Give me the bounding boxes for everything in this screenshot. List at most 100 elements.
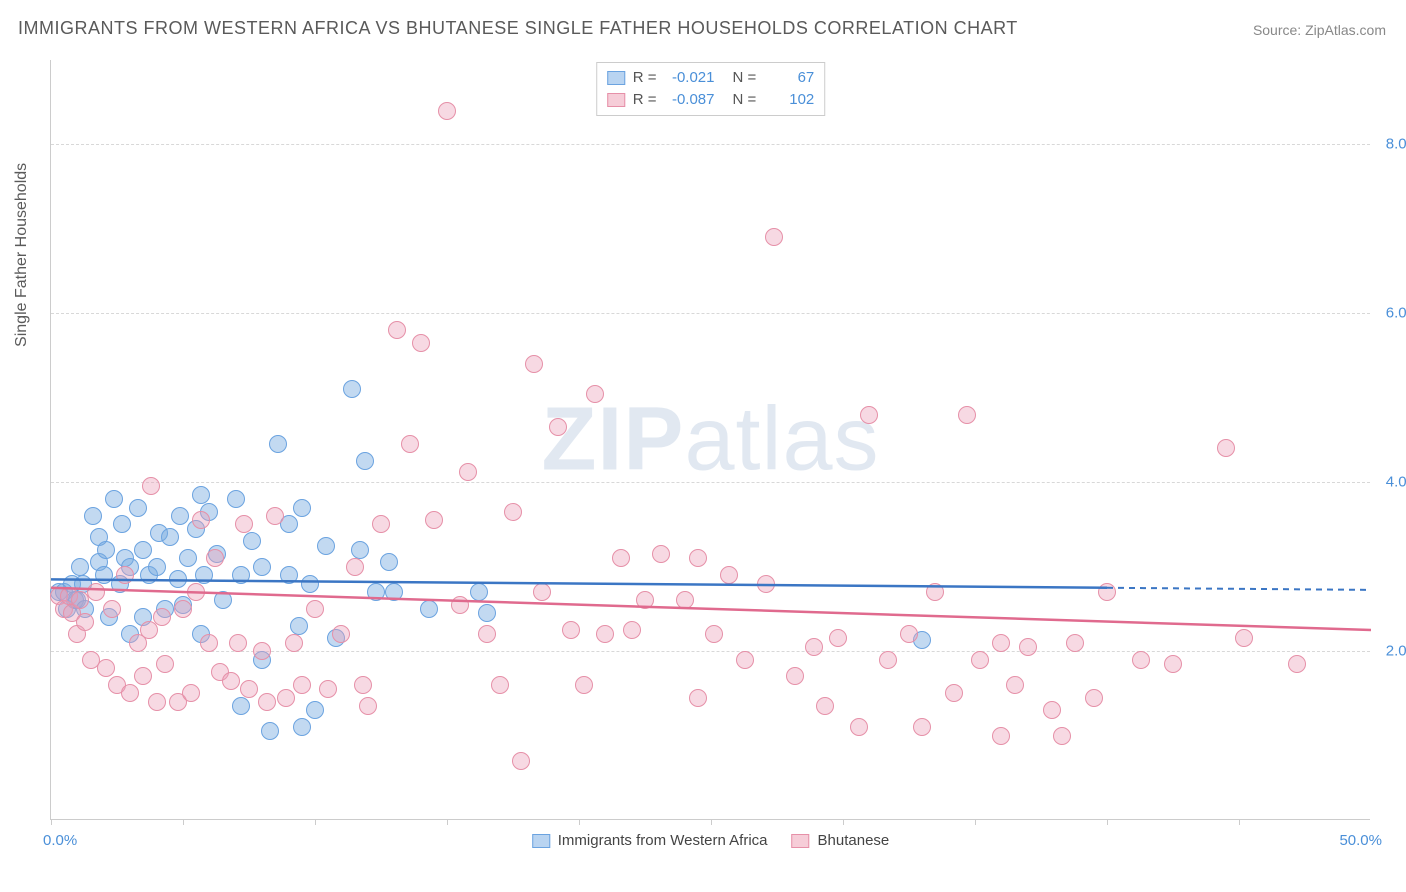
scatter-point bbox=[491, 676, 509, 694]
scatter-point bbox=[879, 651, 897, 669]
scatter-point bbox=[174, 600, 192, 618]
scatter-point bbox=[71, 558, 89, 576]
scatter-point bbox=[179, 549, 197, 567]
scatter-point bbox=[290, 617, 308, 635]
scatter-point bbox=[317, 537, 335, 555]
scatter-point bbox=[596, 625, 614, 643]
scatter-point bbox=[512, 752, 530, 770]
x-axis-max-label: 50.0% bbox=[1339, 832, 1382, 849]
watermark-light: atlas bbox=[684, 389, 879, 489]
r-value: -0.087 bbox=[665, 89, 715, 111]
legend-series-label: Bhutanese bbox=[818, 832, 890, 849]
scatter-point bbox=[76, 613, 94, 631]
r-label: R = bbox=[633, 67, 657, 89]
scatter-point bbox=[786, 667, 804, 685]
scatter-point bbox=[113, 515, 131, 533]
scatter-point bbox=[1006, 676, 1024, 694]
scatter-point bbox=[816, 697, 834, 715]
scatter-point bbox=[860, 406, 878, 424]
legend-stats-row: R =-0.021N =67 bbox=[607, 67, 815, 89]
scatter-point bbox=[478, 625, 496, 643]
n-value: 67 bbox=[764, 67, 814, 89]
scatter-point bbox=[293, 676, 311, 694]
scatter-point bbox=[1235, 629, 1253, 647]
scatter-point bbox=[351, 541, 369, 559]
scatter-point bbox=[420, 600, 438, 618]
scatter-point bbox=[87, 583, 105, 601]
scatter-point bbox=[200, 634, 218, 652]
scatter-point bbox=[623, 621, 641, 639]
scatter-point bbox=[425, 511, 443, 529]
scatter-point bbox=[129, 499, 147, 517]
x-tick bbox=[579, 819, 580, 825]
scatter-point bbox=[478, 604, 496, 622]
gridline bbox=[51, 482, 1370, 483]
scatter-point bbox=[992, 634, 1010, 652]
y-tick-label: 8.0% bbox=[1386, 136, 1406, 153]
legend-swatch bbox=[607, 93, 625, 107]
scatter-point bbox=[705, 625, 723, 643]
gridline bbox=[51, 313, 1370, 314]
scatter-point bbox=[829, 629, 847, 647]
scatter-point bbox=[451, 596, 469, 614]
scatter-point bbox=[227, 490, 245, 508]
trend-line-dashed bbox=[1107, 588, 1371, 590]
scatter-point bbox=[533, 583, 551, 601]
x-tick bbox=[183, 819, 184, 825]
scatter-point bbox=[367, 583, 385, 601]
scatter-point bbox=[156, 655, 174, 673]
scatter-point bbox=[1164, 655, 1182, 673]
r-label: R = bbox=[633, 89, 657, 111]
scatter-point bbox=[926, 583, 944, 601]
n-label: N = bbox=[733, 67, 757, 89]
scatter-point bbox=[306, 600, 324, 618]
legend-swatch bbox=[792, 834, 810, 848]
scatter-point bbox=[958, 406, 976, 424]
scatter-point bbox=[332, 625, 350, 643]
scatter-point bbox=[192, 486, 210, 504]
n-value: 102 bbox=[764, 89, 814, 111]
x-tick bbox=[711, 819, 712, 825]
scatter-point bbox=[134, 667, 152, 685]
scatter-point bbox=[1098, 583, 1116, 601]
scatter-point bbox=[97, 541, 115, 559]
scatter-point bbox=[1132, 651, 1150, 669]
watermark: ZIPatlas bbox=[541, 388, 879, 491]
scatter-point bbox=[235, 515, 253, 533]
source-label: Source: bbox=[1253, 22, 1301, 38]
scatter-point bbox=[380, 553, 398, 571]
scatter-point bbox=[945, 684, 963, 702]
scatter-point bbox=[549, 418, 567, 436]
legend-stats-row: R =-0.087N =102 bbox=[607, 89, 815, 111]
scatter-point bbox=[258, 693, 276, 711]
scatter-point bbox=[401, 435, 419, 453]
scatter-point bbox=[195, 566, 213, 584]
scatter-point bbox=[720, 566, 738, 584]
scatter-point bbox=[148, 693, 166, 711]
scatter-point bbox=[1053, 727, 1071, 745]
y-tick-label: 6.0% bbox=[1386, 305, 1406, 322]
chart-source: Source: ZipAtlas.com bbox=[1253, 22, 1386, 38]
scatter-point bbox=[354, 676, 372, 694]
scatter-point bbox=[261, 722, 279, 740]
scatter-point bbox=[689, 549, 707, 567]
scatter-point bbox=[243, 532, 261, 550]
x-tick bbox=[1107, 819, 1108, 825]
scatter-point bbox=[459, 463, 477, 481]
legend-series-label: Immigrants from Western Africa bbox=[558, 832, 768, 849]
x-axis-min-label: 0.0% bbox=[43, 832, 77, 849]
legend-swatch bbox=[607, 71, 625, 85]
scatter-point bbox=[612, 549, 630, 567]
scatter-point bbox=[187, 583, 205, 601]
scatter-point bbox=[192, 511, 210, 529]
scatter-point bbox=[676, 591, 694, 609]
gridline bbox=[51, 144, 1370, 145]
scatter-point bbox=[222, 672, 240, 690]
scatter-point bbox=[385, 583, 403, 601]
scatter-point bbox=[269, 435, 287, 453]
chart-title: IMMIGRANTS FROM WESTERN AFRICA VS BHUTAN… bbox=[18, 18, 1018, 39]
legend-series-item: Immigrants from Western Africa bbox=[532, 832, 768, 849]
legend-swatch bbox=[532, 834, 550, 848]
chart-plot-area: ZIPatlas R =-0.021N =67R =-0.087N =102 I… bbox=[50, 60, 1370, 820]
chart-container: IMMIGRANTS FROM WESTERN AFRICA VS BHUTAN… bbox=[0, 0, 1406, 892]
